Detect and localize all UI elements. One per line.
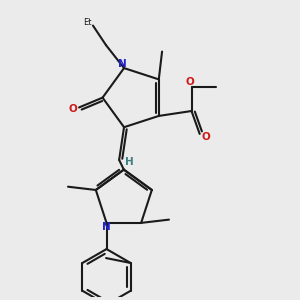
Text: H: H <box>125 157 134 166</box>
Text: O: O <box>202 132 211 142</box>
Text: O: O <box>68 104 77 114</box>
Text: O: O <box>185 76 194 87</box>
Text: N: N <box>102 222 111 232</box>
Text: Et: Et <box>83 18 91 27</box>
Text: N: N <box>118 59 127 69</box>
